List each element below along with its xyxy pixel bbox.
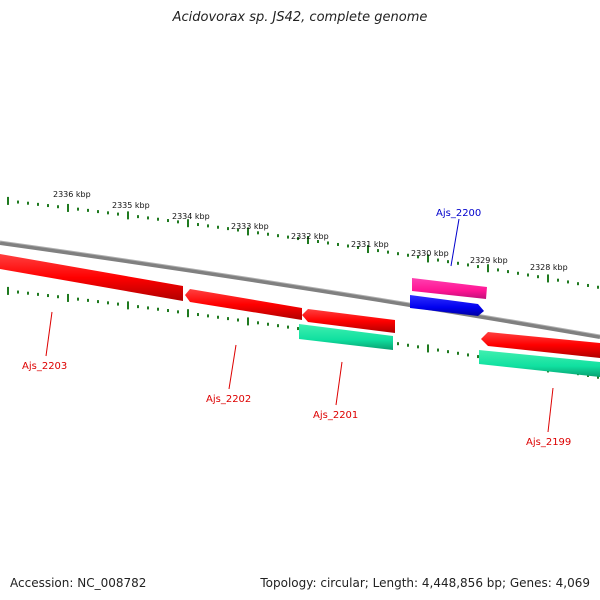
tick-label-2332: 2332 kbp	[291, 232, 329, 241]
tick-label-2334: 2334 kbp	[172, 212, 210, 221]
tick-label-2329: 2329 kbp	[470, 256, 508, 265]
leader-ajs-2200	[450, 218, 460, 267]
tick-label-2336: 2336 kbp	[53, 190, 91, 199]
tick-label-2333: 2333 kbp	[231, 222, 269, 231]
gene-ajs-2199[interactable]	[479, 350, 600, 377]
genome-backbone-highlight	[0, 240, 600, 336]
cds-ajs-2201[interactable]	[302, 309, 395, 333]
gene-ajs-2201[interactable]	[299, 324, 393, 350]
gene-label-ajs-2200: Ajs_2200	[436, 208, 481, 219]
cds-ajs-2200[interactable]	[412, 278, 487, 299]
leader-ajs-2199	[547, 387, 554, 433]
accession-label: Accession: NC_008782	[10, 576, 147, 590]
genome-summary-label: Topology: circular; Length: 4,448,856 bp…	[260, 576, 590, 590]
gene-label-ajs-2199: Ajs_2199	[526, 437, 571, 448]
tick-label-2330: 2330 kbp	[411, 249, 449, 258]
leader-ajs-2203	[45, 311, 53, 357]
map-title: Acidovorax sp. JS42, complete genome	[172, 10, 428, 25]
cds-ajs-2199[interactable]	[481, 332, 600, 358]
gene-label-ajs-2202: Ajs_2202	[206, 394, 251, 405]
tick-label-2328: 2328 kbp	[530, 263, 568, 272]
genome-backbone	[0, 241, 600, 339]
tick-label-2335: 2335 kbp	[112, 201, 150, 210]
gene-ajs-2200[interactable]	[410, 295, 484, 316]
cds-ajs-2203[interactable]	[0, 254, 183, 301]
leader-ajs-2201	[335, 361, 343, 406]
gene-label-ajs-2203: Ajs_2203	[22, 361, 67, 372]
cds-ajs-2202[interactable]	[185, 289, 302, 320]
tick-label-2331: 2331 kbp	[351, 240, 389, 249]
tick-ruler-upper	[7, 196, 599, 289]
cds-ring-reverse	[0, 254, 600, 358]
leader-ajs-2202	[228, 344, 237, 390]
gene-label-ajs-2201: Ajs_2201	[313, 410, 358, 421]
